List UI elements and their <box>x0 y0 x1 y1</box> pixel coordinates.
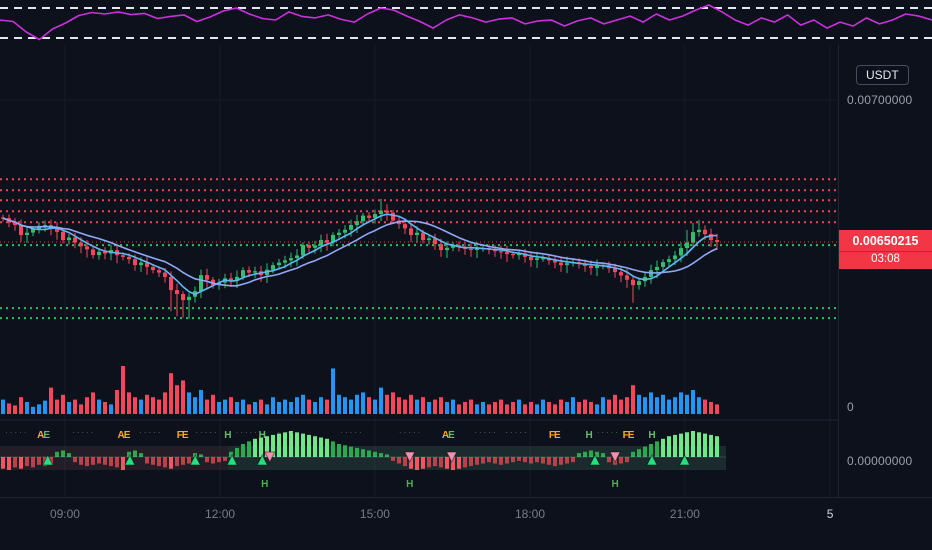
h-signal-label: H <box>611 479 618 490</box>
time-tick-label: 18:00 <box>515 507 546 521</box>
signal-letter-label: H <box>648 430 655 441</box>
up-triangle-marker <box>646 453 658 466</box>
down-triangle-marker <box>403 451 416 464</box>
down-triangle-marker <box>264 451 276 464</box>
signal-letter-label: H <box>224 430 231 441</box>
separator-dots: ····· <box>139 428 162 437</box>
separator-dots: ····· <box>236 428 259 437</box>
separator-dots: ····· <box>399 428 422 437</box>
separator-dots: ····· <box>505 428 528 437</box>
up-triangle-marker <box>226 453 238 466</box>
up-triangle-marker <box>589 453 601 466</box>
signal-letter-label: H <box>585 430 592 441</box>
down-triangle-marker <box>445 451 458 464</box>
time-tick-label: 5 <box>826 507 834 521</box>
indicator-scale-zero: 0.00000000 <box>847 454 913 468</box>
time-tick-label: 21:00 <box>669 507 700 521</box>
time-tick-label: 15:00 <box>359 507 390 521</box>
separator-dots: ····· <box>277 428 300 437</box>
price-pane <box>0 178 838 320</box>
separator-dots: ····· <box>597 428 620 437</box>
quote-currency-badge[interactable]: USDT <box>856 65 909 85</box>
signal-letter-label: AE <box>118 430 131 441</box>
signal-letter-label: H <box>259 430 266 441</box>
time-tick-label: 12:00 <box>205 507 236 521</box>
signal-letter-label: FE <box>177 430 189 441</box>
up-triangle-marker <box>124 453 136 466</box>
momentum-pane <box>0 4 932 41</box>
impulse-pane: H H H····· AE ····· AE ····· FE ····· H ····· H ····… <box>0 428 726 490</box>
up-triangle-marker <box>41 453 54 466</box>
last-price-value: 0.00650215 <box>852 234 919 248</box>
bar-countdown: 03:08 <box>839 251 932 269</box>
up-triangle-marker <box>256 453 269 466</box>
signal-letter-label: AE <box>442 430 455 441</box>
h-signal-label: H <box>261 479 268 490</box>
up-triangle-marker <box>678 453 691 466</box>
volume-scale-zero: 0 <box>847 400 854 414</box>
separator-dots: ····· <box>474 428 497 437</box>
signal-letter-label: AE <box>37 430 50 441</box>
separator-dots: ····· <box>5 428 28 437</box>
separator-dots: ····· <box>72 428 95 437</box>
separator-dots: ····· <box>195 428 218 437</box>
price-scale[interactable]: USDT 0.00700000 0.00650215 03:08 0 0.000… <box>838 45 932 497</box>
volume-pane <box>1 366 719 414</box>
price-scale-label-top: 0.00700000 <box>847 93 913 107</box>
signal-letter-label: FE <box>623 430 635 441</box>
signal-letter-label: FE <box>549 430 561 441</box>
time-tick-label: 09:00 <box>49 507 80 521</box>
separator-dots: ····· <box>340 428 363 437</box>
up-triangle-marker <box>189 453 202 466</box>
last-price-tag: 0.00650215 03:08 <box>839 230 932 269</box>
down-triangle-marker <box>609 451 621 464</box>
h-signal-label: H <box>406 479 413 490</box>
time-axis[interactable]: 09:00 12:00 15:00 18:00 21:00 5 <box>0 497 932 550</box>
grid <box>0 45 838 497</box>
